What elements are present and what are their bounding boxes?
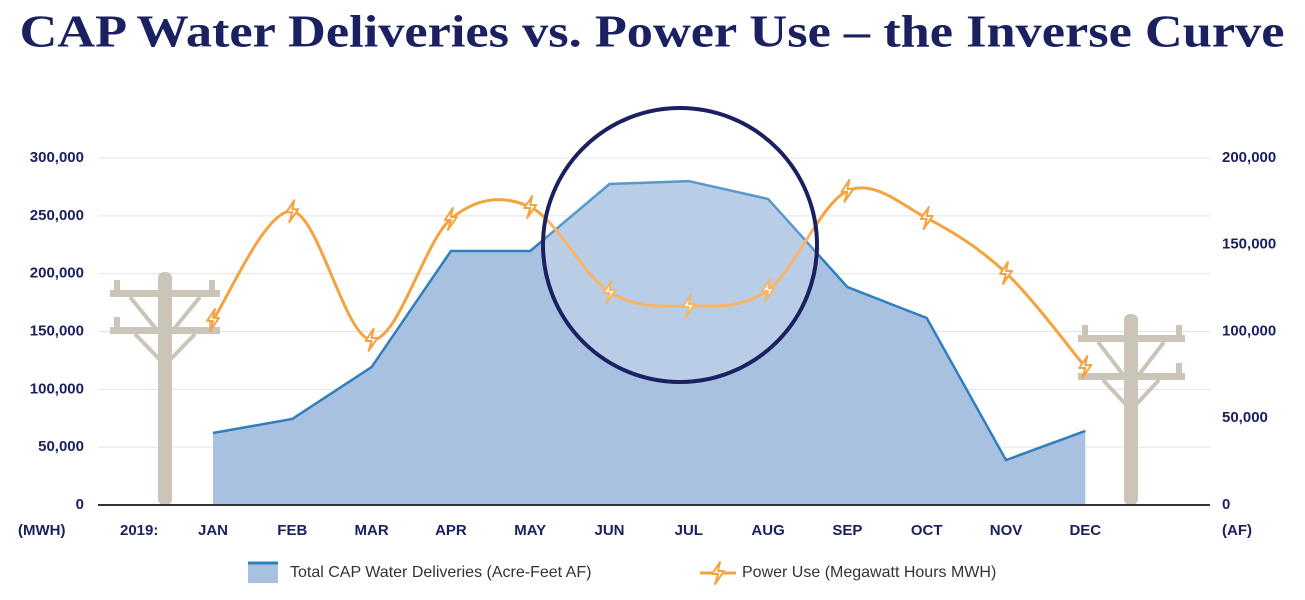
- area-line: [212, 179, 1086, 462]
- x-tick-label: MAY: [514, 522, 546, 539]
- y-tick-label: 200,000: [30, 265, 84, 282]
- labels: 0 50,000 100,000 150,000 200,000 250,000 300,0…: [30, 149, 1276, 539]
- highlight-circle: [541, 106, 819, 384]
- power-marker: [761, 277, 776, 302]
- y2-tick-label: 0: [1222, 496, 1230, 513]
- power-marker: [206, 307, 220, 332]
- power-marker: [919, 206, 934, 231]
- y2-tick-label: 50,000: [1222, 409, 1268, 426]
- x-tick-label: JUL: [675, 522, 703, 539]
- x-tick-label: JAN: [198, 522, 228, 539]
- legend-label: Total CAP Water Deliveries (Acre-Feet AF…: [290, 564, 591, 581]
- power-marker: [840, 178, 855, 203]
- y2-tick-label: 200,000: [1222, 149, 1276, 166]
- x-tick-label: JUN: [594, 522, 624, 539]
- chart-title: CAP Water Deliveries vs. Power Use – the…: [20, 6, 1285, 57]
- x-tick-label: NOV: [990, 522, 1023, 539]
- power-marker: [711, 561, 725, 585]
- x-tick-label: SEP: [832, 522, 862, 539]
- utility-pole-right: [1078, 314, 1185, 505]
- legend: Total CAP Water Deliveries (Acre-Feet AF…: [248, 561, 996, 585]
- y-tick-label: 100,000: [30, 380, 84, 397]
- y2-axis-label: (AF): [1222, 522, 1252, 539]
- x-tick-label: OCT: [911, 522, 943, 539]
- x-tick-label: AUG: [751, 522, 784, 539]
- y-tick-label: 150,000: [30, 322, 84, 339]
- plot: [206, 178, 1093, 505]
- area-fill: [213, 181, 1086, 505]
- y-tick-label: 250,000: [30, 207, 84, 224]
- x-prefix: 2019:: [120, 522, 158, 539]
- y2-tick-label: 100,000: [1222, 322, 1276, 339]
- y-tick-label: 0: [76, 496, 84, 513]
- power-marker: [523, 195, 538, 220]
- x-tick-label: APR: [435, 522, 467, 539]
- x-tick-label: FEB: [277, 522, 307, 539]
- y-tick-label: 50,000: [38, 438, 84, 455]
- legend-swatch: [248, 563, 278, 583]
- x-tick-label: MAR: [355, 522, 389, 539]
- utility-pole-left: [110, 272, 220, 505]
- power-marker: [285, 199, 300, 224]
- power-marker: [443, 206, 458, 231]
- y-axis-label: (MWH): [18, 522, 65, 539]
- y2-tick-label: 150,000: [1222, 236, 1276, 253]
- y-tick-label: 300,000: [30, 149, 84, 166]
- power-marker: [1078, 355, 1093, 380]
- legend-label: Power Use (Megawatt Hours MWH): [742, 564, 996, 581]
- power-marker: [999, 260, 1013, 285]
- power-marker: [681, 294, 696, 319]
- power-marker: [364, 327, 379, 352]
- power-marker: [602, 280, 617, 305]
- x-tick-label: DEC: [1069, 522, 1101, 539]
